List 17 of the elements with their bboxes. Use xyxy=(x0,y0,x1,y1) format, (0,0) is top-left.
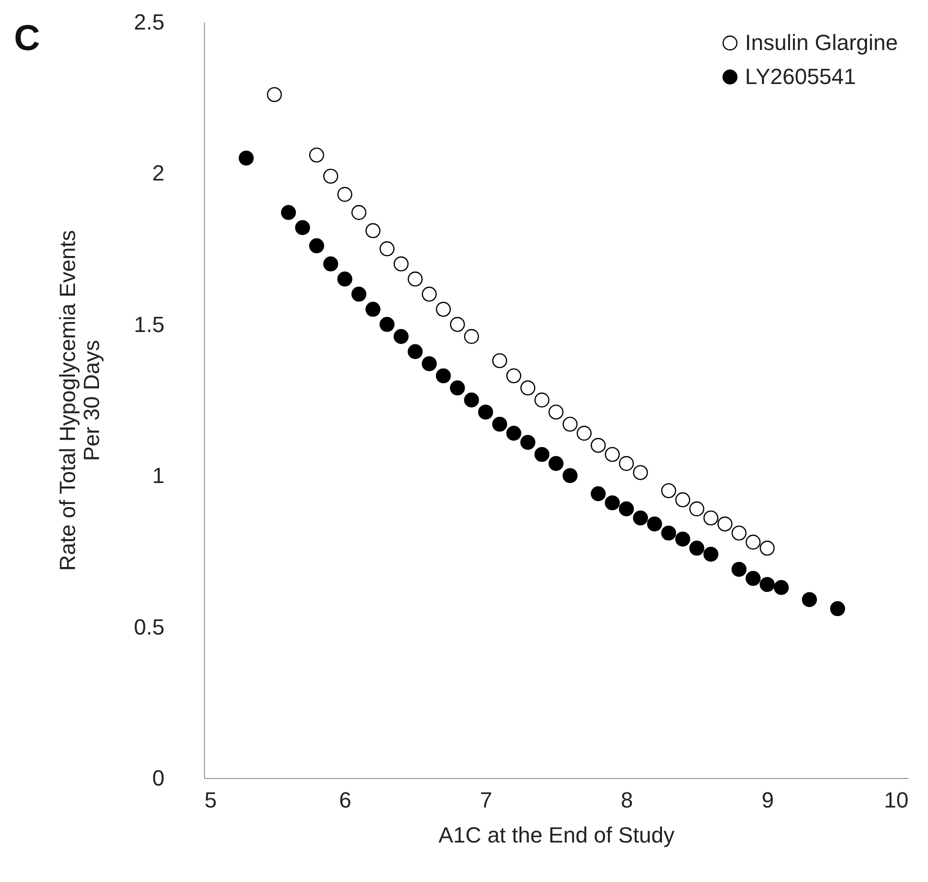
legend-label: Insulin Glargine xyxy=(745,30,898,55)
x-tick-label: 7 xyxy=(480,788,492,812)
x-tick-label: 10 xyxy=(884,788,908,812)
x-tick-label: 9 xyxy=(762,788,774,812)
y-tick-label: 1.5 xyxy=(134,312,164,337)
y-tick-label: 1 xyxy=(152,463,164,488)
text: C xyxy=(14,17,40,58)
y-tick-label: 2 xyxy=(152,160,164,186)
x-tick-label: 6 xyxy=(339,788,352,812)
x-tick-label: 8 xyxy=(620,788,634,812)
y-tick-label: 0.5 xyxy=(134,614,164,640)
y-tick-label: 2.5 xyxy=(134,10,164,34)
legend-label: LY2605541 xyxy=(745,64,856,89)
y-tick-label: 0 xyxy=(152,766,164,790)
y-axis-title: Rate of Total Hypoglycemia Events Per 30 Days xyxy=(54,230,104,571)
x-axis-title: A1C at the End of Study xyxy=(438,822,675,848)
x-tick-label: 5 xyxy=(204,788,217,812)
